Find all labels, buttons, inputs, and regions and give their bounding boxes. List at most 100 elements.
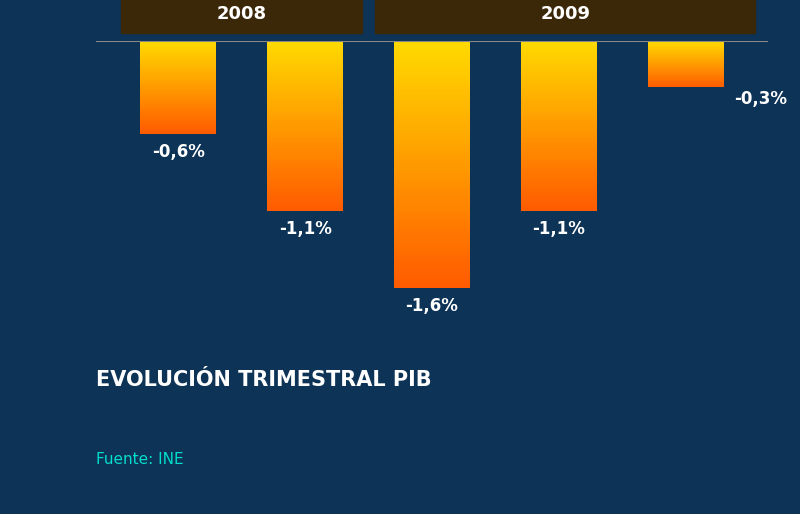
Bar <box>140 129 217 131</box>
Bar <box>140 75 217 77</box>
Bar <box>394 99 470 103</box>
Bar <box>647 47 724 48</box>
Bar <box>140 120 217 121</box>
Bar <box>647 79 724 80</box>
Bar <box>140 100 217 101</box>
Bar <box>140 83 217 84</box>
Bar <box>140 101 217 103</box>
Bar <box>521 81 597 83</box>
Bar <box>267 199 343 203</box>
Bar <box>521 61 597 64</box>
Bar <box>267 191 343 194</box>
Bar <box>521 151 597 154</box>
Bar <box>521 188 597 191</box>
Bar <box>521 137 597 140</box>
Bar <box>394 152 470 156</box>
Bar <box>521 101 597 103</box>
Bar <box>394 255 470 259</box>
Bar <box>647 81 724 82</box>
Bar <box>521 78 597 81</box>
Bar <box>267 140 343 143</box>
Bar <box>267 41 343 44</box>
Bar <box>394 115 470 119</box>
Bar <box>521 169 597 171</box>
Bar <box>140 92 217 94</box>
Bar <box>521 160 597 163</box>
Bar <box>521 163 597 166</box>
Bar <box>394 267 470 271</box>
Bar <box>394 173 470 177</box>
Bar <box>647 84 724 85</box>
Bar <box>521 134 597 137</box>
Bar <box>521 41 597 44</box>
Bar <box>521 157 597 160</box>
Bar <box>140 131 217 132</box>
Bar <box>394 185 470 189</box>
Bar <box>647 57 724 58</box>
Bar <box>267 137 343 140</box>
Bar <box>521 149 597 151</box>
Bar <box>140 72 217 74</box>
Text: -1,1%: -1,1% <box>532 220 586 238</box>
Bar <box>394 74 470 78</box>
Bar <box>267 123 343 126</box>
Bar <box>140 127 217 129</box>
Bar <box>647 68 724 69</box>
Bar <box>140 55 217 57</box>
Bar <box>140 61 217 63</box>
Bar <box>140 124 217 126</box>
Bar <box>521 194 597 197</box>
Bar <box>647 60 724 61</box>
Bar <box>267 134 343 137</box>
Bar <box>394 276 470 280</box>
Bar <box>267 78 343 81</box>
Bar <box>267 61 343 64</box>
Bar <box>140 126 217 127</box>
Bar <box>267 69 343 72</box>
Bar <box>394 86 470 90</box>
Bar <box>267 72 343 75</box>
Bar <box>647 82 724 83</box>
Bar <box>521 109 597 112</box>
Bar <box>647 77 724 78</box>
Bar <box>521 55 597 58</box>
Bar <box>394 251 470 255</box>
Bar <box>394 238 470 243</box>
Bar <box>647 48 724 49</box>
Bar <box>394 119 470 123</box>
Bar <box>267 98 343 101</box>
Bar <box>521 72 597 75</box>
Bar <box>394 218 470 222</box>
Bar <box>394 49 470 53</box>
Bar <box>647 74 724 75</box>
Bar <box>647 64 724 65</box>
Bar <box>394 127 470 132</box>
Bar <box>267 203 343 205</box>
Bar <box>267 177 343 180</box>
Bar <box>394 284 470 288</box>
Bar <box>647 52 724 53</box>
Bar <box>647 43 724 44</box>
Bar <box>267 182 343 186</box>
Bar <box>394 201 470 206</box>
Bar <box>140 103 217 104</box>
Bar <box>521 64 597 66</box>
Bar <box>521 103 597 106</box>
Bar <box>647 41 724 42</box>
Bar <box>267 120 343 123</box>
Bar <box>140 57 217 58</box>
Bar <box>267 169 343 171</box>
Bar <box>267 109 343 112</box>
Bar <box>647 46 724 47</box>
Bar <box>394 90 470 95</box>
Bar <box>394 107 470 111</box>
Bar <box>647 50 724 51</box>
Bar <box>394 210 470 214</box>
Bar <box>647 63 724 64</box>
Bar <box>521 132 597 134</box>
Bar <box>521 166 597 169</box>
Bar <box>521 92 597 95</box>
Bar <box>394 263 470 267</box>
Bar <box>267 149 343 151</box>
Bar <box>394 247 470 251</box>
